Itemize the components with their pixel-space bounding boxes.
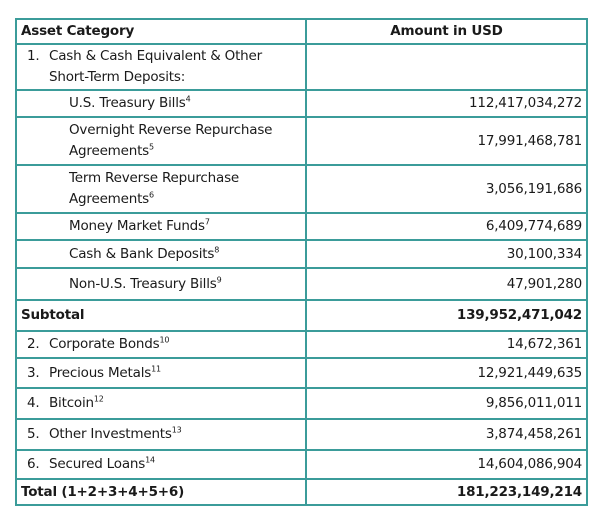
header-category: Asset Category	[15, 18, 307, 45]
sub-item-label: U.S. Treasury Bills4	[69, 94, 191, 111]
item-label: Secured Loans14	[49, 455, 155, 472]
sub-item-amount: 112,417,034,272	[305, 89, 588, 118]
total-row: Total (1+2+3+4+5+6) 181,223,149,214	[15, 478, 588, 506]
sub-item-amount: 47,901,280	[305, 267, 588, 301]
header-row: Asset Category Amount in USD	[15, 18, 588, 45]
item-number: 4.	[27, 395, 40, 411]
sub-item-label: Overnight Reverse Repurchase Agreements5	[69, 122, 273, 159]
item-amount: 14,672,361	[305, 330, 588, 359]
item-label: Bitcoin12	[49, 394, 104, 411]
item-amount	[305, 43, 588, 91]
sub-item-amount: 3,056,191,686	[305, 164, 588, 214]
footnote-ref[interactable]: 14	[145, 455, 155, 465]
table-row: 2. Corporate Bonds10 14,672,361	[15, 330, 588, 359]
table-row: Non-U.S. Treasury Bills9 47,901,280	[15, 267, 588, 301]
table-row: Cash & Bank Deposits8 30,100,334	[15, 239, 588, 269]
footnote-ref[interactable]: 7	[204, 217, 210, 227]
subtotal-label: Subtotal	[15, 299, 307, 332]
total-label: Total (1+2+3+4+5+6)	[15, 478, 307, 506]
footnote-ref[interactable]: 11	[151, 364, 161, 373]
item-number: 5.	[27, 426, 40, 442]
footnote-ref[interactable]: 6	[149, 190, 154, 200]
table-row: Overnight Reverse Repurchase Agreements5…	[15, 116, 588, 166]
item-number: 1.	[27, 48, 40, 64]
asset-table: Asset Category Amount in USD 1. Cash & Ca…	[15, 18, 588, 506]
table-row: U.S. Treasury Bills4 112,417,034,272	[15, 89, 588, 118]
item-amount: 12,921,449,635	[305, 357, 588, 389]
item-amount: 9,856,011,011	[305, 387, 588, 420]
sub-item-label: Money Market Funds7	[69, 217, 210, 234]
footnote-ref[interactable]: 10	[159, 335, 170, 345]
footnote-ref[interactable]: 5	[149, 142, 154, 152]
item-amount: 14,604,086,904	[305, 449, 588, 480]
sub-item-label: Term Reverse Repurchase Agreements6	[69, 170, 240, 207]
table-row: 6. Secured Loans14 14,604,086,904	[15, 449, 588, 480]
table-row: Money Market Funds7 6,409,774,689	[15, 212, 588, 241]
sub-item-amount: 30,100,334	[305, 239, 588, 269]
subtotal-row: Subtotal 139,952,471,042	[15, 299, 588, 332]
item-number: 6.	[27, 456, 40, 472]
table-row: Term Reverse Repurchase Agreements6 3,056…	[15, 164, 588, 214]
footnote-ref[interactable]: 8	[214, 245, 220, 254]
table-row: 5. Other Investments13 3,874,458,261	[15, 418, 588, 451]
item-number: 2.	[27, 336, 40, 352]
table-row: 4. Bitcoin12 9,856,011,011	[15, 387, 588, 420]
sub-item-amount: 6,409,774,689	[305, 212, 588, 241]
footnote-ref[interactable]: 12	[93, 394, 104, 404]
header-amount: Amount in USD	[305, 18, 588, 45]
sub-item-label: Cash & Bank Deposits8	[69, 245, 220, 262]
item-label: Cash & Cash Equivalent & Other Short-Ter…	[49, 48, 262, 85]
sub-item-label: Non-U.S. Treasury Bills9	[69, 275, 222, 292]
sub-item-amount: 17,991,468,781	[305, 116, 588, 166]
section-row: 1. Cash & Cash Equivalent & Other Short-T…	[15, 43, 588, 91]
subtotal-amount: 139,952,471,042	[305, 299, 588, 332]
table-row: 3. Precious Metals11 12,921,449,635	[15, 357, 588, 389]
item-number: 3.	[27, 364, 40, 381]
item-label: Other Investments13	[49, 425, 182, 442]
footnote-ref[interactable]: 4	[185, 94, 191, 104]
total-amount: 181,223,149,214	[305, 478, 588, 506]
item-amount: 3,874,458,261	[305, 418, 588, 451]
item-label: Precious Metals11	[49, 364, 161, 381]
footnote-ref[interactable]: 9	[216, 275, 222, 284]
footnote-ref[interactable]: 13	[171, 425, 182, 435]
item-label: Corporate Bonds10	[49, 335, 170, 352]
